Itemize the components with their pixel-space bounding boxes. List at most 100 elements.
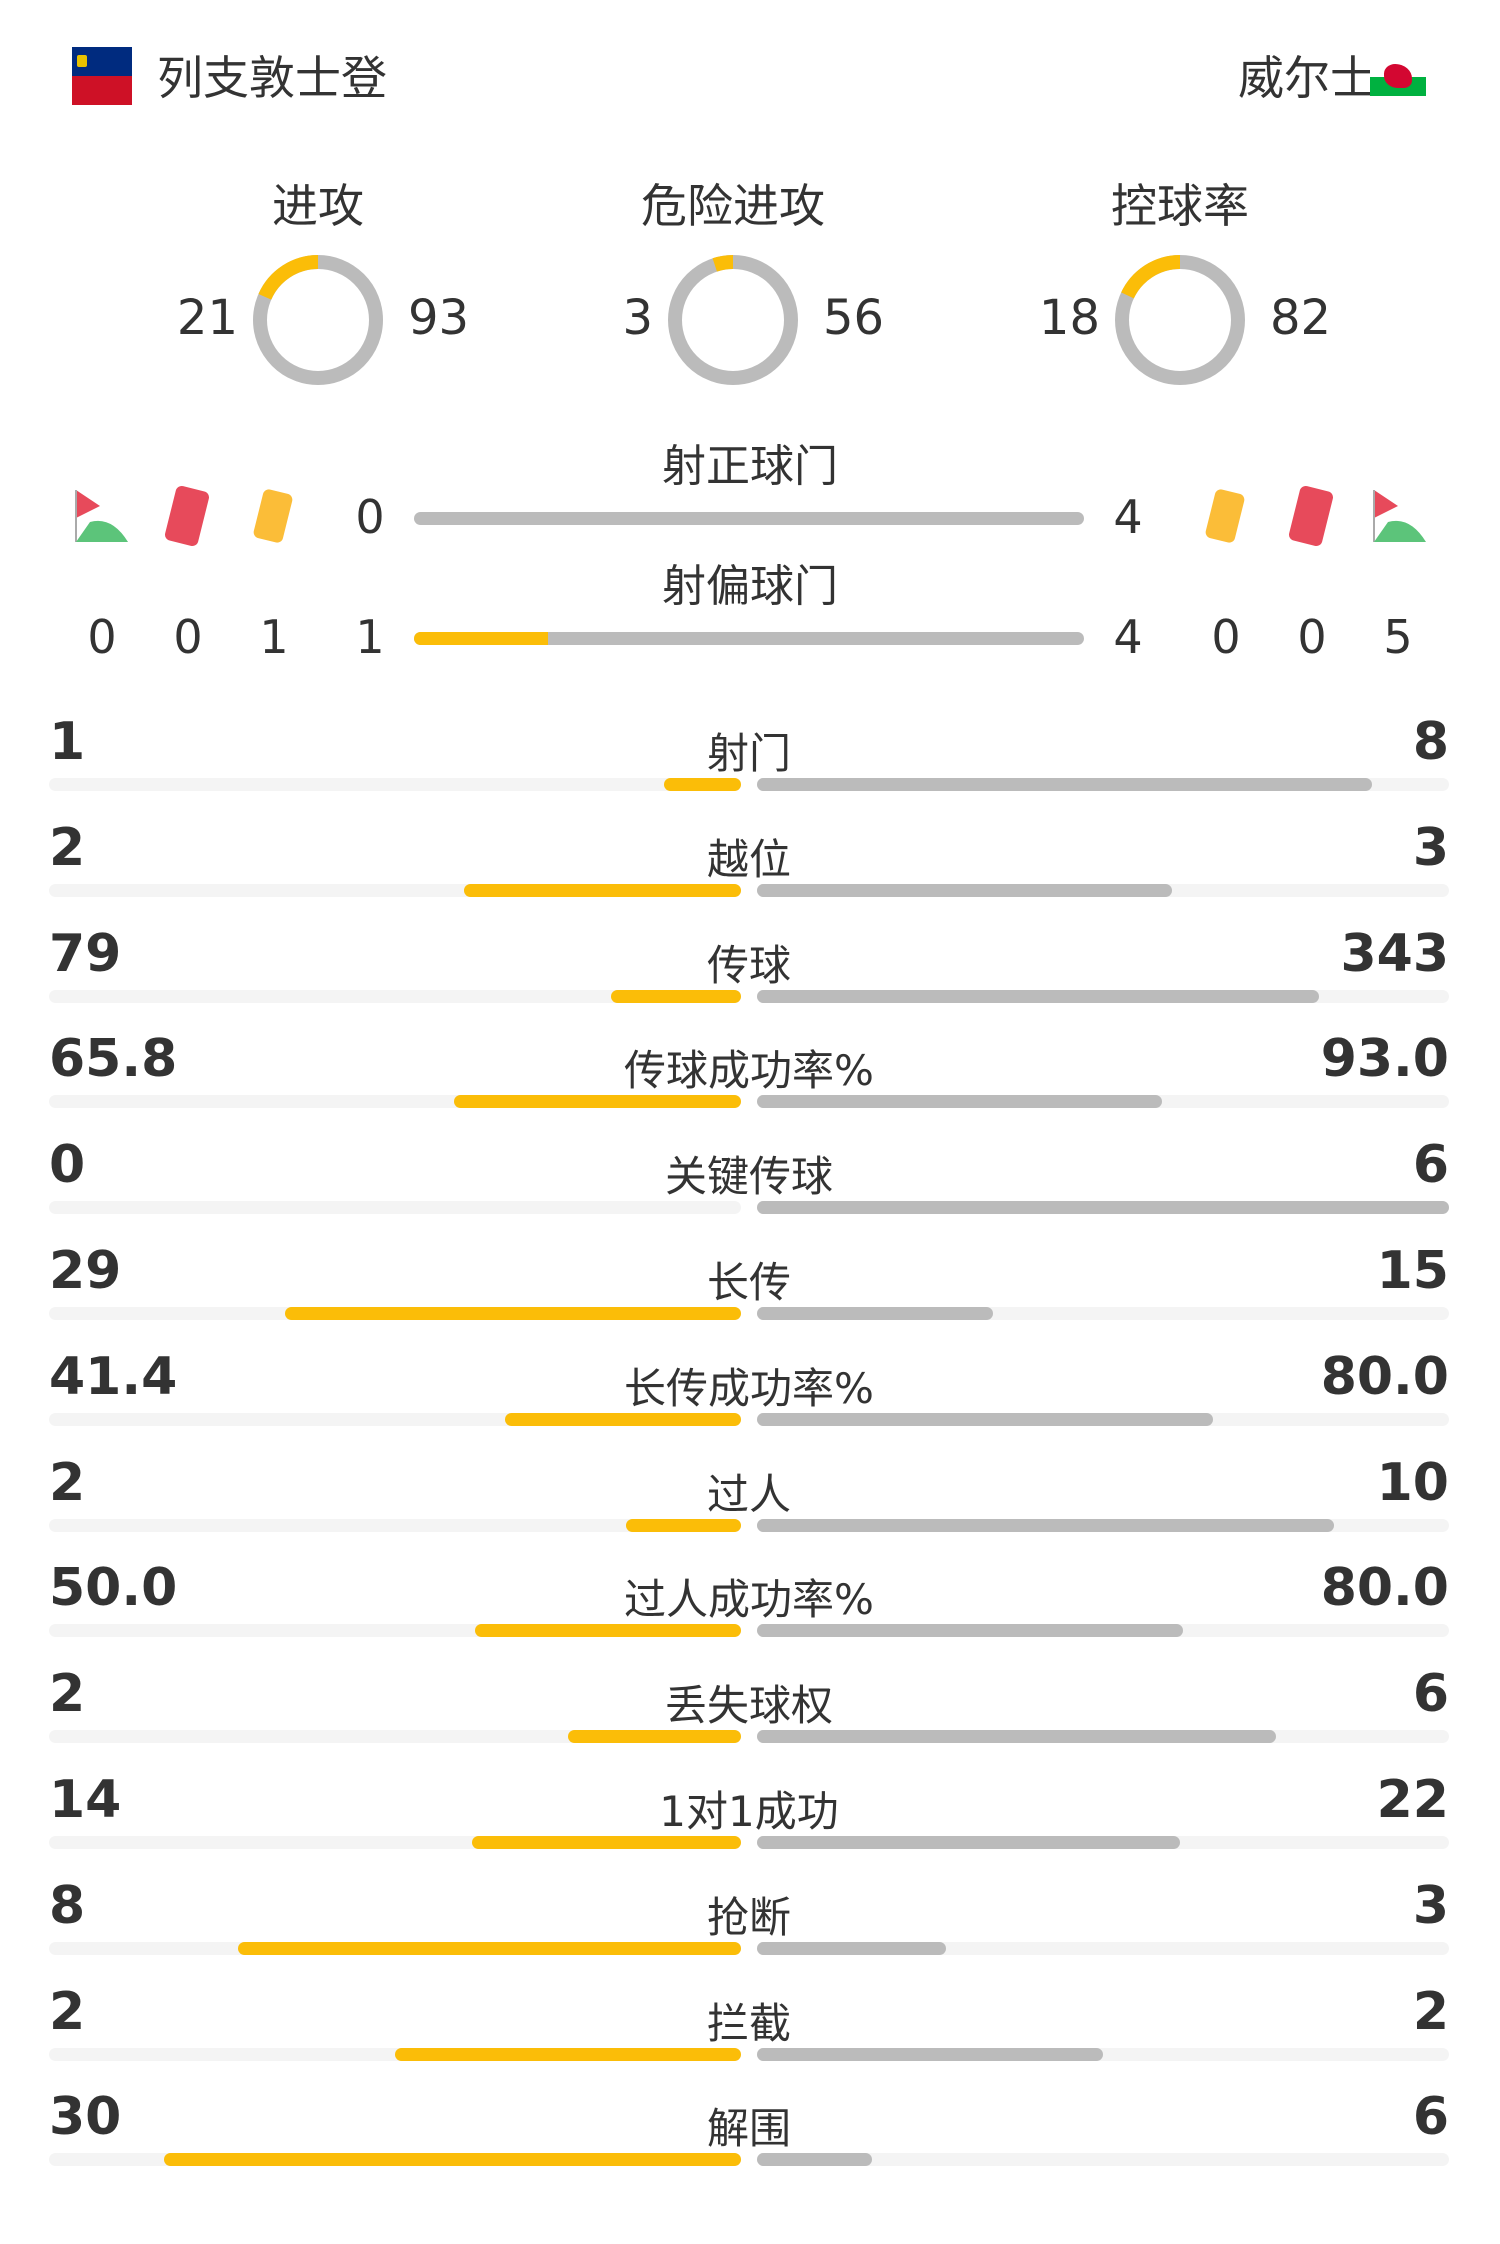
stat-home-bar — [164, 2153, 741, 2167]
stat-away-track — [757, 2047, 1449, 2061]
stat-away-value: 343 — [1340, 923, 1449, 984]
away-team-name: 威尔士 — [1238, 51, 1376, 105]
off-target-home: 1 — [355, 610, 385, 664]
stat-row: 41.4 长传成功率% 80.0 — [49, 1347, 1449, 1453]
red-card-icon — [165, 485, 209, 547]
stat-label: 越位 — [706, 834, 791, 884]
off-target-away: 4 — [1113, 610, 1143, 664]
stat-away-track — [757, 1624, 1449, 1638]
stat-row: 30 解围 6 — [49, 2087, 1449, 2193]
stat-home-track — [49, 989, 741, 1003]
donut-home-arc — [668, 255, 798, 385]
donut-label: 危险进攻 — [641, 179, 825, 233]
stat-home-value: 30 — [49, 2087, 122, 2148]
stat-home-bar — [471, 1836, 741, 1849]
off-target-bar — [414, 632, 1084, 645]
home-corners: 0 — [87, 610, 117, 664]
stat-label: 传球成功率% — [624, 1046, 874, 1096]
stat-home-value: 41.4 — [49, 1346, 178, 1407]
stat-home-bar — [611, 989, 741, 1003]
stat-away-track — [757, 2153, 1449, 2167]
stat-away-bar — [757, 1307, 993, 1320]
donut-chart — [1115, 255, 1245, 385]
stat-away-bar — [757, 2153, 873, 2167]
stat-away-bar — [757, 1412, 1213, 1426]
stat-home-bar — [568, 1730, 741, 1744]
stat-away-bar — [757, 778, 1373, 791]
stat-row: 29 长传 15 — [49, 1241, 1449, 1347]
donut-home-value: 3 — [622, 290, 653, 346]
stat-home-value: 79 — [49, 923, 122, 984]
away-red-cards: 0 — [1297, 610, 1327, 664]
stat-home-value: 65.8 — [49, 1029, 178, 1090]
stat-away-value: 6 — [1412, 2087, 1449, 2148]
stat-away-track — [757, 1307, 1449, 1320]
on-target-bar — [414, 512, 1084, 525]
stat-home-bar — [625, 1518, 741, 1532]
stat-home-track — [49, 778, 741, 791]
red-card-icon — [1289, 485, 1333, 547]
stat-row: 1 射门 8 — [49, 712, 1449, 818]
stat-label: 解围 — [706, 2104, 791, 2154]
away-corners: 5 — [1383, 610, 1413, 664]
stat-away-track — [757, 883, 1449, 897]
stat-away-value: 6 — [1412, 1664, 1449, 1725]
stat-home-track — [49, 2153, 741, 2167]
donut-chart — [253, 255, 383, 385]
stat-home-value: 2 — [49, 817, 86, 878]
stat-home-track — [49, 2047, 741, 2061]
donut-away-value: 93 — [408, 290, 470, 346]
stat-home-value: 50.0 — [49, 1558, 178, 1619]
stat-row: 79 传球 343 — [49, 924, 1449, 1030]
stat-home-track — [49, 1307, 741, 1320]
stat-away-track — [757, 1836, 1449, 1849]
stat-row: 2 丢失球权 6 — [49, 1664, 1449, 1770]
stat-row: 14 1对1成功 22 — [49, 1770, 1449, 1876]
stat-away-value: 22 — [1376, 1770, 1449, 1830]
stat-away-bar — [757, 1730, 1276, 1744]
stat-away-bar — [757, 2047, 1103, 2061]
stat-away-track — [757, 1412, 1449, 1426]
stat-label: 长传成功率% — [624, 1363, 874, 1413]
stat-home-track — [49, 1730, 741, 1744]
stat-away-value: 80.0 — [1320, 1558, 1449, 1619]
stat-row: 8 抢断 3 — [49, 1876, 1449, 1982]
stat-row: 50.0 过人成功率% 80.0 — [49, 1558, 1449, 1664]
stat-home-bar — [237, 1941, 741, 1955]
stat-away-track — [757, 1730, 1449, 1744]
home-flag-icon — [72, 47, 132, 105]
stat-label: 过人 — [706, 1469, 791, 1519]
stat-home-track — [49, 1201, 741, 1215]
stat-row: 2 拦截 2 — [49, 1982, 1449, 2088]
stat-home-track — [49, 1836, 741, 1849]
stat-home-value: 2 — [49, 1452, 86, 1513]
stat-home-value: 2 — [49, 1981, 86, 2042]
donut-away-arc — [668, 255, 798, 385]
stat-label: 拦截 — [706, 1998, 791, 2048]
stat-label: 过人成功率% — [624, 1575, 874, 1625]
stat-label: 抢断 — [706, 1892, 791, 1942]
stat-label: 丢失球权 — [664, 1681, 833, 1731]
donut-away-value: 82 — [1270, 290, 1332, 346]
stat-home-bar — [474, 1624, 741, 1638]
stat-away-track — [757, 778, 1449, 791]
stat-away-value: 3 — [1412, 1875, 1449, 1936]
corner-flag-icon — [1373, 490, 1426, 542]
donut-away-value: 56 — [823, 290, 885, 346]
stat-row: 0 关键传球 6 — [49, 1135, 1449, 1241]
stat-away-bar — [757, 1941, 946, 1955]
stat-home-value: 0 — [49, 1135, 86, 1196]
stat-away-bar — [757, 1095, 1163, 1109]
stat-row: 2 过人 10 — [49, 1453, 1449, 1559]
stat-away-track — [757, 1095, 1449, 1109]
on-target-label: 射正球门 — [662, 441, 838, 492]
stat-away-value: 15 — [1376, 1241, 1449, 1301]
on-target-away: 4 — [1113, 490, 1143, 544]
stat-home-bar — [454, 1095, 741, 1109]
stat-home-value: 1 — [49, 712, 86, 772]
home-yellow-cards: 1 — [259, 610, 289, 664]
donut-chart — [668, 255, 798, 385]
stat-away-track — [757, 1518, 1449, 1532]
stat-home-value: 14 — [49, 1770, 122, 1830]
stat-away-bar — [757, 1518, 1334, 1532]
